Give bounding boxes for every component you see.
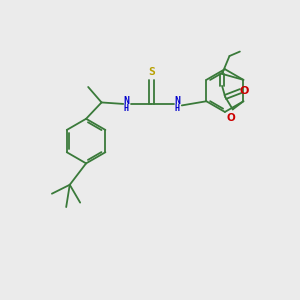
Text: O: O [240,86,249,96]
Text: H: H [175,104,179,113]
Text: H: H [123,104,128,113]
Text: O: O [227,113,236,123]
Text: N: N [174,96,180,106]
Text: S: S [148,67,155,76]
Text: N: N [123,96,129,106]
